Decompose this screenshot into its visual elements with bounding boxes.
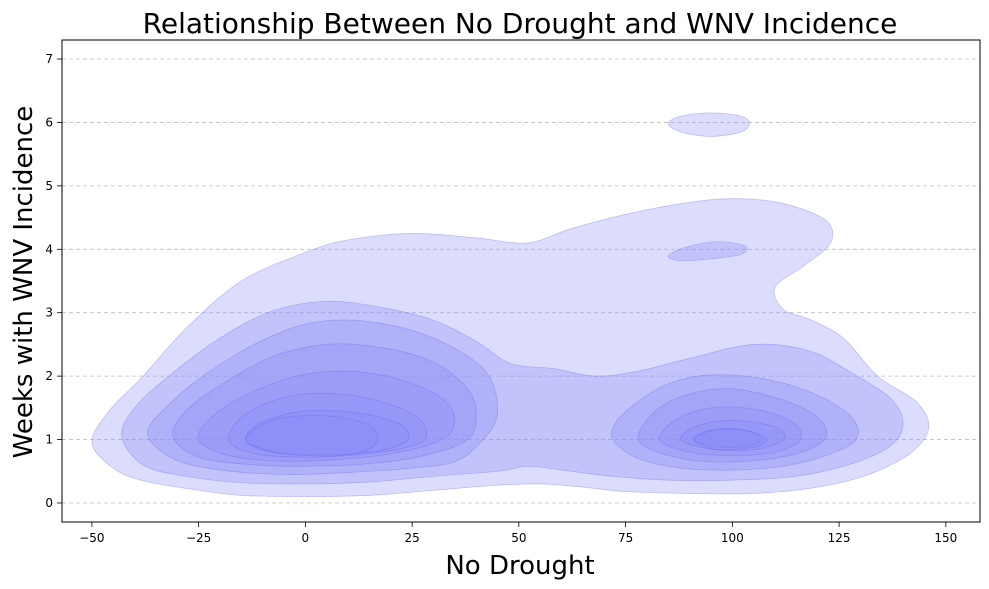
density-contour [693,428,768,450]
density-contour [693,428,763,448]
density-contour [245,415,379,457]
contour-level-8 [245,415,768,457]
contour-level-3 [147,319,859,475]
contour-level-2 [121,241,904,485]
density-contour [245,410,410,456]
density-contour [659,406,802,456]
density-contour [121,300,904,485]
density-contour [228,392,428,458]
contour-level-5 [197,370,802,462]
density-contour [147,319,499,475]
contour-level-6 [228,392,786,458]
contour-level-1 [91,112,930,497]
density-contour [637,388,828,463]
y-tick-label: 6 [45,115,53,129]
plot-frame [61,39,981,523]
x-tick-label: 0 [302,531,310,545]
density-contour [197,370,456,462]
grid-layer [62,58,980,504]
x-tick-label: 100 [721,531,744,545]
density-contour [91,198,930,497]
contour-level-7 [245,410,763,456]
x-axis-ticks: −50 −25 0 25 50 75 100 125 150 [79,522,957,545]
x-tick-label: −25 [186,531,211,545]
x-tick-label: 150 [934,531,957,545]
y-tick-label: 5 [45,179,53,193]
x-axis-label: No Drought [445,551,594,581]
y-tick-label: 0 [45,496,53,510]
density-contour [610,374,859,471]
x-tick-label: 125 [828,531,851,545]
density-contour [667,241,748,262]
y-tick-label: 4 [45,242,53,256]
y-tick-label: 2 [45,369,53,383]
chart-title: Relationship Between No Drought and WNV … [143,7,898,40]
density-contour [667,112,750,137]
contour-level-4 [172,343,828,467]
density-contour [680,420,786,452]
density-contour [172,343,477,467]
y-tick-label: 7 [45,52,53,66]
y-tick-label: 3 [45,306,53,320]
x-tick-label: 25 [404,531,419,545]
y-tick-label: 1 [45,433,53,447]
x-tick-label: 75 [618,531,633,545]
y-axis-label: Weeks with WNV Incidence [9,106,39,459]
x-tick-label: −50 [79,531,104,545]
x-tick-label: 50 [511,531,526,545]
y-axis-ticks: 0 1 2 3 4 5 6 7 [45,52,62,510]
contour-layer [91,112,930,497]
